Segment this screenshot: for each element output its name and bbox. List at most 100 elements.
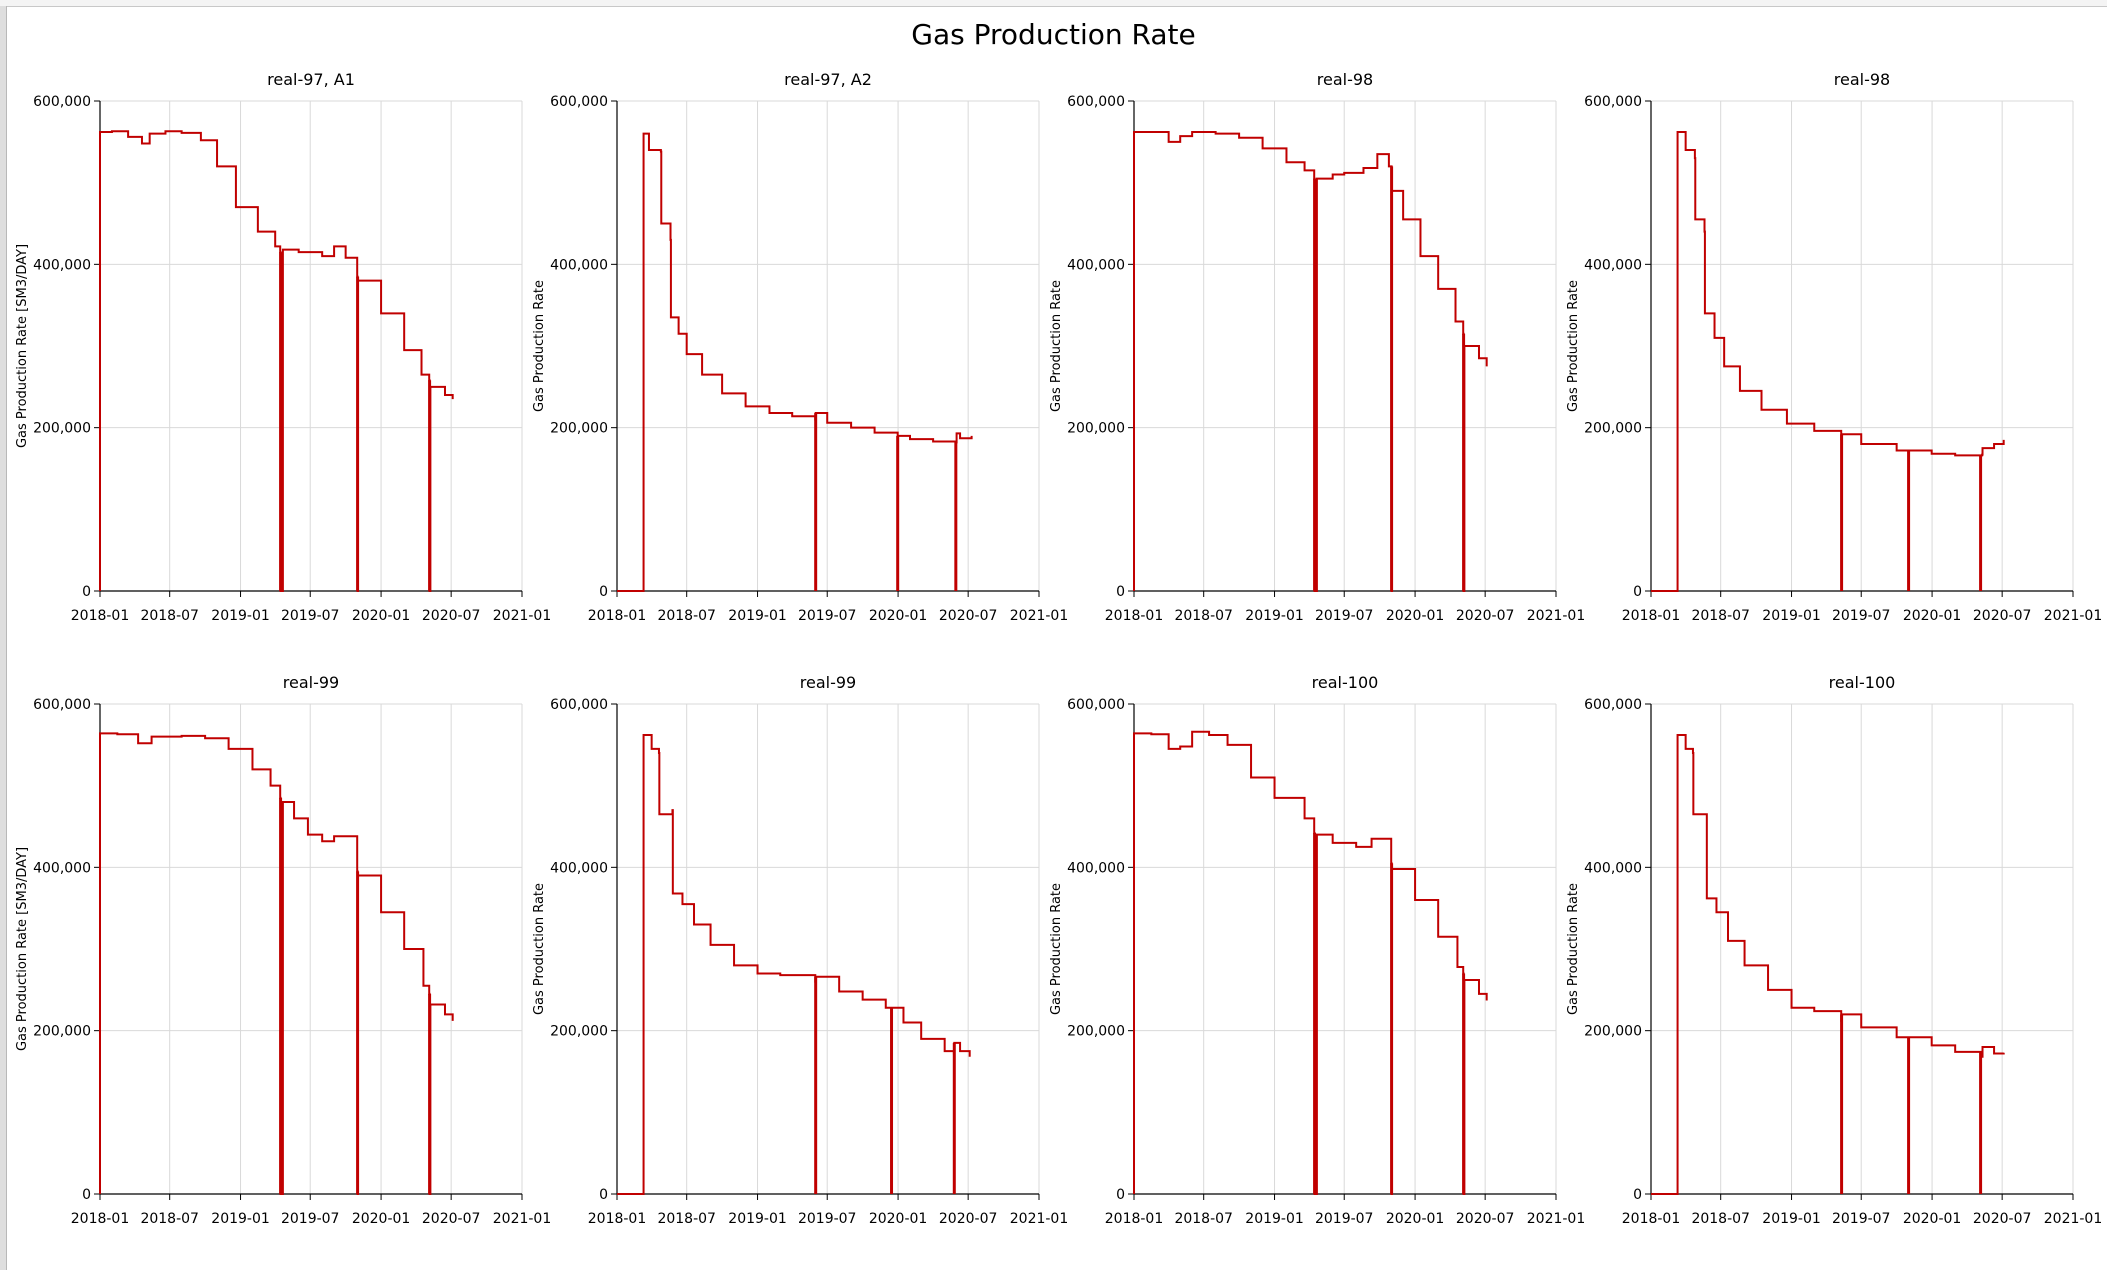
y-tick-label: 0 xyxy=(82,1187,91,1203)
x-tick-label: 2021-01 xyxy=(493,608,552,624)
x-tick-label: 2018-07 xyxy=(140,1211,199,1227)
series-line xyxy=(1133,730,1488,1195)
x-tick-label: 2020-01 xyxy=(869,608,928,624)
y-tick-label: 600,000 xyxy=(550,94,608,110)
y-tick-label: 400,000 xyxy=(550,257,608,273)
x-tick-label: 2019-07 xyxy=(281,1211,340,1227)
x-tick-label: 2021-01 xyxy=(1010,608,1069,624)
y-tick-label: 600,000 xyxy=(1584,94,1642,110)
y-tick-label: 400,000 xyxy=(33,257,91,273)
x-tick-label: 2018-01 xyxy=(1105,1211,1164,1227)
y-tick-label: 600,000 xyxy=(1067,697,1125,713)
x-tick-label: 2019-01 xyxy=(1762,608,1821,624)
x-tick-label: 2019-07 xyxy=(1315,608,1374,624)
subplot-2: 0 200,000 400,000 600,000 2018-01 2018-07 2019… xyxy=(532,70,1068,624)
y-axis-label: Gas Production Rate xyxy=(532,883,547,1015)
y-tick-label: 600,000 xyxy=(1067,94,1125,110)
x-tick-label: 2018-07 xyxy=(1174,1211,1233,1227)
y-tick-label: 200,000 xyxy=(1067,1024,1125,1040)
y-tick-label: 0 xyxy=(599,1187,608,1203)
x-tick-label: 2021-01 xyxy=(493,1211,552,1227)
window-left-edge xyxy=(0,6,7,1270)
y-axis-label: Gas Production Rate xyxy=(1566,883,1581,1015)
y-tick-label: 200,000 xyxy=(550,421,608,437)
series-line xyxy=(1133,131,1488,592)
subplot-1: 0 200,000 400,000 600,000 2018-01 2018-07 2019… xyxy=(15,70,551,624)
x-tick-label: 2020-01 xyxy=(869,1211,928,1227)
x-tick-label: 2020-01 xyxy=(1903,608,1962,624)
subplot-title: real-99 xyxy=(800,673,856,692)
y-axis-label: Gas Production Rate xyxy=(1049,280,1064,412)
x-tick-label: 2018-01 xyxy=(71,1211,130,1227)
subplot-3: 0 200,000 400,000 600,000 2018-01 2018-07 2019… xyxy=(1049,70,1585,624)
x-tick-label: 2020-07 xyxy=(939,608,998,624)
subplot-4: 0 200,000 400,000 600,000 2018-01 2018-07 2019… xyxy=(1566,70,2102,624)
x-tick-label: 2019-07 xyxy=(1832,608,1891,624)
series-line xyxy=(617,734,971,1195)
x-tick-label: 2020-01 xyxy=(1386,608,1445,624)
x-tick-label: 2021-01 xyxy=(1527,1211,1586,1227)
y-tick-label: 0 xyxy=(1116,1187,1125,1203)
subplot-title: real-100 xyxy=(1829,673,1896,692)
x-tick-label: 2021-01 xyxy=(2044,608,2103,624)
y-tick-label: 600,000 xyxy=(1584,697,1642,713)
series-line xyxy=(617,132,973,592)
x-tick-label: 2020-07 xyxy=(1456,1211,1515,1227)
x-tick-label: 2018-07 xyxy=(1691,608,1750,624)
x-tick-label: 2020-07 xyxy=(939,1211,998,1227)
subplot-title: real-97, A2 xyxy=(784,70,872,89)
y-tick-label: 0 xyxy=(82,584,91,600)
x-tick-label: 2019-07 xyxy=(798,608,857,624)
y-tick-label: 400,000 xyxy=(33,860,91,876)
y-tick-label: 200,000 xyxy=(33,421,91,437)
series-line xyxy=(1651,734,2005,1195)
y-tick-label: 600,000 xyxy=(33,697,91,713)
x-tick-label: 2019-07 xyxy=(281,608,340,624)
y-tick-label: 600,000 xyxy=(33,94,91,110)
y-tick-label: 200,000 xyxy=(1584,1024,1642,1040)
x-tick-label: 2019-07 xyxy=(1315,1211,1374,1227)
subplot-title: real-98 xyxy=(1317,70,1373,89)
y-tick-label: 0 xyxy=(1116,584,1125,600)
x-tick-label: 2018-01 xyxy=(71,608,130,624)
x-tick-label: 2018-01 xyxy=(1105,608,1164,624)
series-line xyxy=(99,130,454,592)
series-line xyxy=(1651,131,2005,592)
x-tick-label: 2021-01 xyxy=(1010,1211,1069,1227)
x-tick-label: 2020-07 xyxy=(1973,608,2032,624)
y-tick-label: 200,000 xyxy=(1067,421,1125,437)
x-tick-label: 2019-01 xyxy=(211,608,270,624)
x-tick-label: 2018-07 xyxy=(1691,1211,1750,1227)
x-tick-label: 2019-01 xyxy=(1245,608,1304,624)
x-tick-label: 2020-07 xyxy=(422,1211,481,1227)
y-axis-label: Gas Production Rate xyxy=(1049,883,1064,1015)
subplot-7: 0 200,000 400,000 600,000 2018-01 2018-07 2019… xyxy=(1049,673,1585,1227)
y-tick-label: 400,000 xyxy=(1584,257,1642,273)
y-tick-label: 200,000 xyxy=(550,1024,608,1040)
figure-title: Gas Production Rate xyxy=(911,18,1196,51)
subplot-6: 0 200,000 400,000 600,000 2018-01 2018-07 2019… xyxy=(532,673,1068,1227)
y-tick-label: 400,000 xyxy=(1584,860,1642,876)
x-tick-label: 2021-01 xyxy=(2044,1211,2103,1227)
subplot-title: real-97, A1 xyxy=(267,70,355,89)
subplot-5: 0 200,000 400,000 600,000 2018-01 2018-07 2019… xyxy=(15,673,551,1227)
x-tick-label: 2018-07 xyxy=(657,1211,716,1227)
x-tick-label: 2018-01 xyxy=(1622,1211,1681,1227)
x-tick-label: 2021-01 xyxy=(1527,608,1586,624)
subplot-title: real-98 xyxy=(1834,70,1890,89)
subplot-title: real-99 xyxy=(283,673,339,692)
x-tick-label: 2020-07 xyxy=(1456,608,1515,624)
y-tick-label: 0 xyxy=(1633,1187,1642,1203)
x-tick-label: 2018-07 xyxy=(1174,608,1233,624)
x-tick-label: 2019-07 xyxy=(798,1211,857,1227)
x-tick-label: 2019-01 xyxy=(728,1211,787,1227)
y-axis-label: Gas Production Rate xyxy=(1566,280,1581,412)
y-axis-label: Gas Production Rate [SM3/DAY] xyxy=(15,244,30,448)
y-axis-label: Gas Production Rate [SM3/DAY] xyxy=(15,847,30,1051)
window-top-strip xyxy=(0,0,2107,7)
y-tick-label: 600,000 xyxy=(550,697,608,713)
x-tick-label: 2018-01 xyxy=(1622,608,1681,624)
x-tick-label: 2020-01 xyxy=(352,1211,411,1227)
x-tick-label: 2018-01 xyxy=(588,608,647,624)
